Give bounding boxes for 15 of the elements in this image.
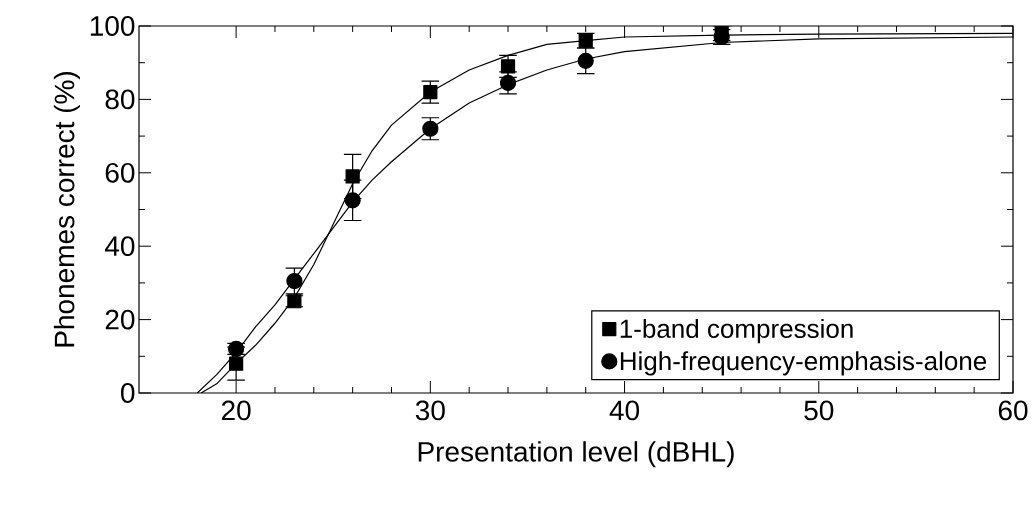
- y-tick-label: 40: [104, 236, 135, 257]
- x-tick-label: 40: [609, 400, 640, 421]
- x-tick-label: 30: [415, 400, 445, 421]
- x-axis-title: Presentation level (dBHL): [418, 441, 734, 468]
- legend-label: 1-band compression: [620, 318, 853, 344]
- y-axis-title: Phonemes correct (%): [53, 72, 80, 347]
- y-tick-label: 0: [121, 383, 135, 403]
- y-tick-label: 100: [90, 16, 135, 36]
- x-tick-label: 20: [221, 400, 251, 421]
- y-tick-label: 80: [105, 89, 135, 110]
- legend-label: High-frequency-emphasis-alone: [620, 351, 987, 376]
- y-tick-label: 20: [105, 309, 135, 330]
- x-tick-label: 50: [804, 400, 834, 421]
- x-tick-label: 60: [998, 400, 1028, 421]
- y-tick-label: 60: [105, 162, 135, 183]
